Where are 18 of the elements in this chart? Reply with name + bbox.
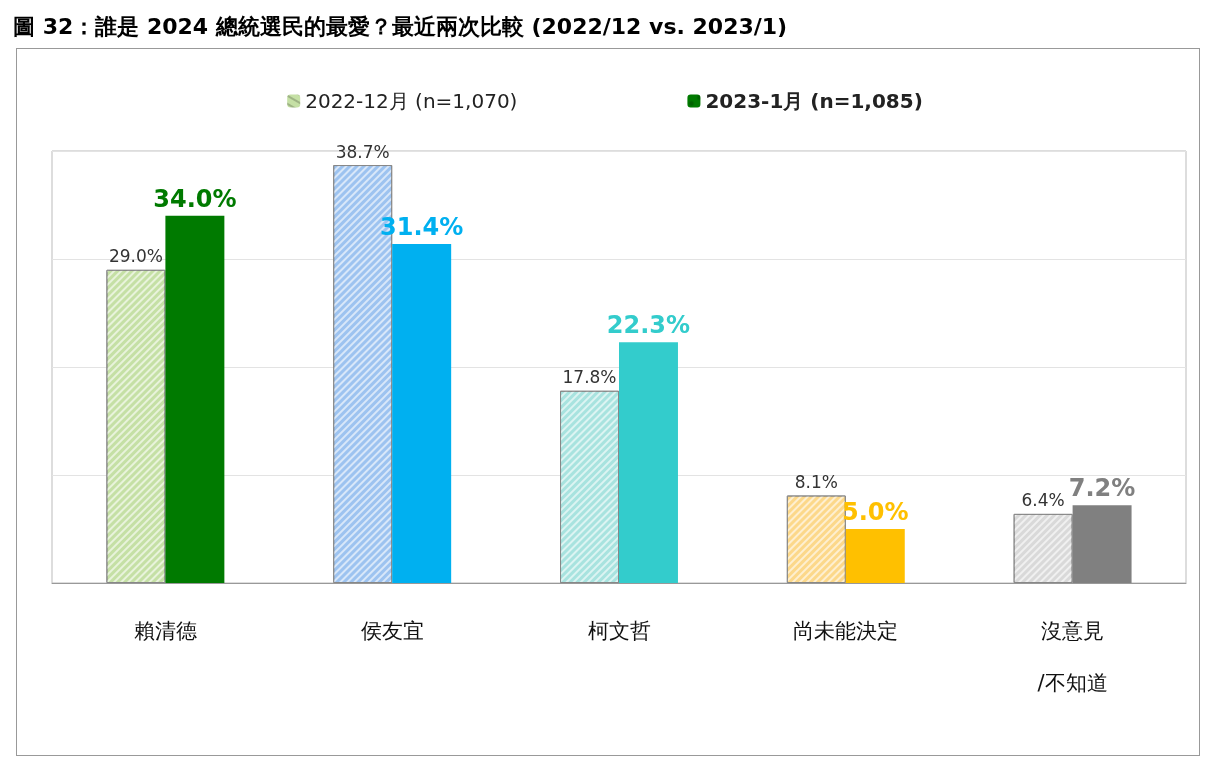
data-label: 8.1% (794, 472, 838, 493)
data-label: 6.4% (1021, 490, 1065, 511)
data-label: 22.3% (606, 311, 691, 340)
data-label: 38.7% (335, 141, 390, 162)
data-label: 17.8% (562, 367, 617, 388)
data-label: 5.0% (842, 498, 909, 526)
x-tick-label: 柯文哲 (587, 619, 651, 643)
x-tick-label: 侯友宜 (360, 619, 424, 643)
legend-label: 2023-1月 (n=1,085) (705, 89, 923, 113)
data-label: 34.0% (153, 184, 237, 213)
data-label: 29.0% (108, 246, 163, 267)
chart-title: 圖 32：誰是 2024 總統選民的最愛？最近兩次比較 (2022/12 vs. 2023/1) (13, 13, 788, 39)
legend-label: 2022-12月 (n=1,070) (305, 89, 518, 113)
category-label: 沒意見 /不知道 (1037, 619, 1108, 695)
data-label: 31.4% (380, 212, 464, 241)
data-label: 7.2% (1068, 474, 1136, 503)
x-tick-label: 賴清德 (133, 619, 197, 643)
x-tick-label: 尚未能決定 (793, 619, 899, 643)
